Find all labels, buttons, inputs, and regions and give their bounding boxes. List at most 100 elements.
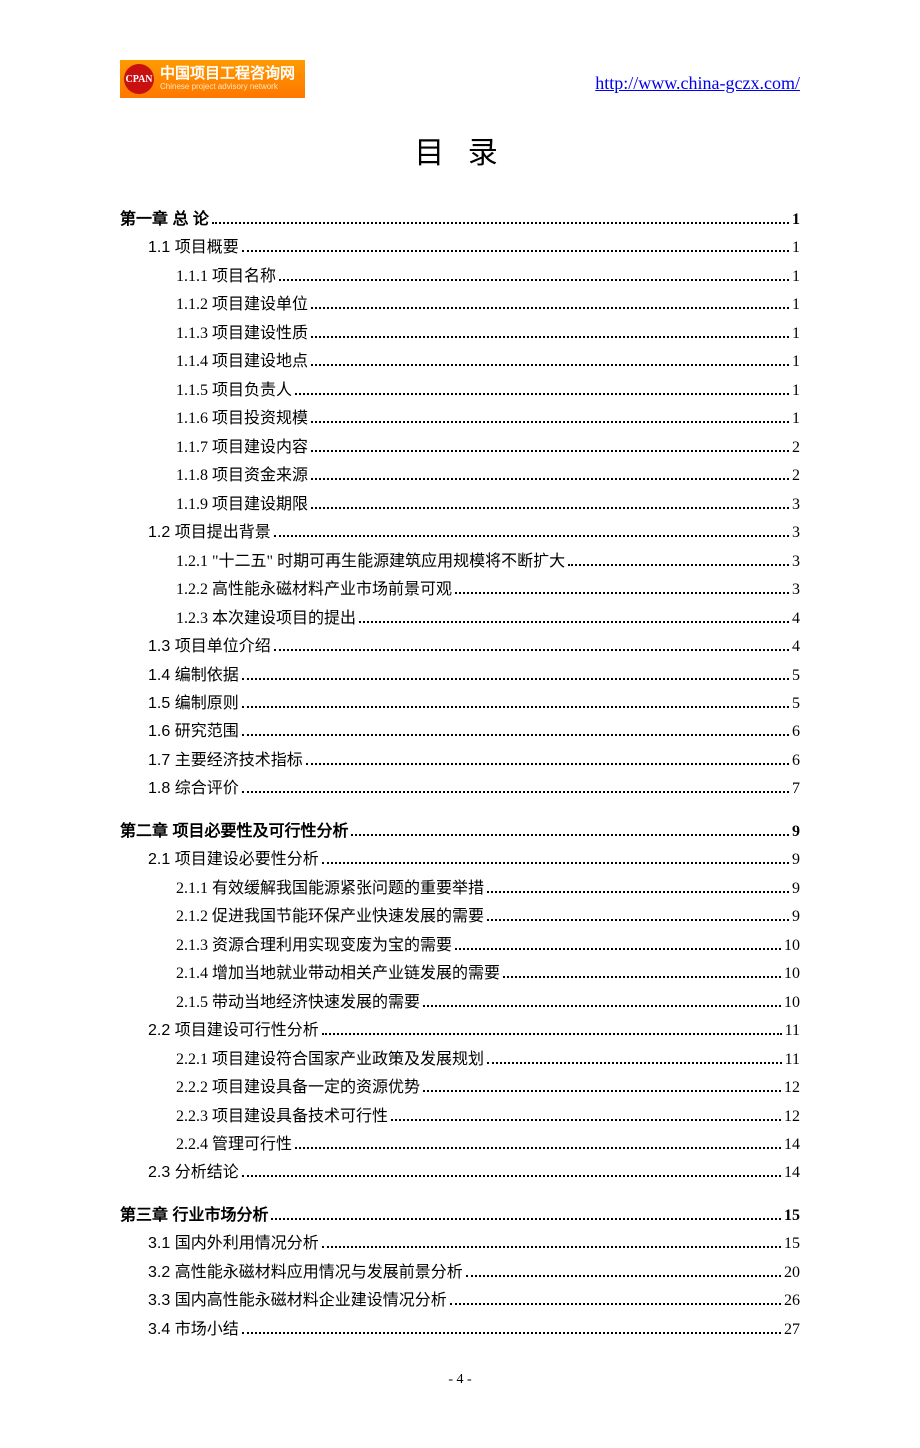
toc-leader-dots — [466, 1264, 781, 1277]
toc-entry-label: 2.2.2 项目建设具备一定的资源优势 — [176, 1074, 420, 1102]
toc-entry-label: 3.4 市场小结 — [148, 1316, 239, 1344]
toc-leader-dots — [311, 439, 789, 452]
toc-entry-page: 9 — [792, 846, 800, 874]
toc-entry-page: 2 — [792, 434, 800, 462]
toc-entry-page: 1 — [792, 348, 800, 376]
toc-entry[interactable]: 2.1.4 增加当地就业带动相关产业链发展的需要10 — [120, 960, 800, 988]
toc-leader-dots — [242, 667, 789, 680]
toc-entry[interactable]: 第三章 行业市场分析15 — [120, 1202, 800, 1230]
toc-leader-dots — [311, 496, 789, 509]
toc-entry[interactable]: 1.2 项目提出背景3 — [120, 519, 800, 547]
table-of-contents: 第一章 总 论11.1 项目概要11.1.1 项目名称11.1.2 项目建设单位… — [120, 206, 800, 1344]
toc-entry[interactable]: 2.1.3 资源合理利用实现变废为宝的需要10 — [120, 932, 800, 960]
toc-entry[interactable]: 1.7 主要经济技术指标6 — [120, 747, 800, 775]
toc-entry[interactable]: 1.1.1 项目名称1 — [120, 263, 800, 291]
toc-entry-label: 1.1.4 项目建设地点 — [176, 348, 308, 376]
toc-entry[interactable]: 2.2.1 项目建设符合国家产业政策及发展规划 11 — [120, 1046, 800, 1074]
toc-entry[interactable]: 1.4 编制依据 5 — [120, 662, 800, 690]
toc-entry-page: 14 — [784, 1131, 800, 1159]
toc-leader-dots — [450, 1293, 781, 1306]
toc-entry-label: 第一章 总 论 — [120, 206, 209, 234]
toc-entry[interactable]: 1.1.5 项目负责人1 — [120, 377, 800, 405]
toc-entry-page: 3 — [792, 576, 800, 604]
toc-entry-label: 1.2.3 本次建设项目的提出 — [176, 605, 356, 633]
toc-leader-dots — [322, 1236, 781, 1249]
toc-leader-dots — [311, 410, 789, 423]
toc-leader-dots — [274, 638, 789, 651]
toc-entry[interactable]: 1.6 研究范围6 — [120, 718, 800, 746]
toc-entry[interactable]: 1.1.2 项目建设单位1 — [120, 291, 800, 319]
toc-entry-page: 5 — [792, 690, 800, 718]
toc-entry[interactable]: 1.8 综合评价7 — [120, 775, 800, 803]
toc-entry-page: 14 — [784, 1159, 800, 1187]
toc-entry[interactable]: 1.1.4 项目建设地点 1 — [120, 348, 800, 376]
toc-entry[interactable]: 1.1.3 项目建设性质1 — [120, 320, 800, 348]
toc-leader-dots — [242, 1165, 781, 1178]
toc-entry[interactable]: 2.3 分析结论14 — [120, 1159, 800, 1187]
toc-leader-dots — [274, 524, 789, 537]
toc-entry[interactable]: 2.1.5 带动当地经济快速发展的需要10 — [120, 989, 800, 1017]
toc-entry-label: 1.1.7 项目建设内容 — [176, 434, 308, 462]
page-header: CPAN 中国项目工程咨询网 Chinese project advisory … — [120, 60, 800, 98]
site-url-link[interactable]: http://www.china-gczx.com/ — [595, 73, 800, 98]
toc-entry-label: 1.4 编制依据 — [148, 662, 239, 690]
toc-entry[interactable]: 1.3 项目单位介绍4 — [120, 633, 800, 661]
toc-entry-page: 5 — [792, 662, 800, 690]
toc-entry-label: 1.5 编制原则 — [148, 690, 239, 718]
toc-entry[interactable]: 1.5 编制原则 5 — [120, 690, 800, 718]
toc-entry-label: 1.1 项目概要 — [148, 234, 239, 262]
toc-entry-page: 1 — [792, 206, 800, 234]
toc-entry-label: 3.2 高性能永磁材料应用情况与发展前景分析 — [148, 1259, 463, 1287]
toc-entry[interactable]: 2.1.1 有效缓解我国能源紧张问题的重要举措9 — [120, 875, 800, 903]
toc-entry-page: 12 — [784, 1074, 800, 1102]
toc-entry-label: 1.1.5 项目负责人 — [176, 377, 292, 405]
toc-entry[interactable]: 1.1.8 项目资金来源2 — [120, 462, 800, 490]
toc-entry[interactable]: 第二章 项目必要性及可行性分析9 — [120, 818, 800, 846]
toc-entry-page: 20 — [784, 1259, 800, 1287]
logo-text: 中国项目工程咨询网 Chinese project advisory netwo… — [160, 66, 295, 91]
toc-entry[interactable]: 3.1 国内外利用情况分析 15 — [120, 1230, 800, 1258]
toc-leader-dots — [423, 1079, 781, 1092]
toc-entry[interactable]: 2.2 项目建设可行性分析 11 — [120, 1017, 800, 1045]
toc-entry-label: 2.1 项目建设必要性分析 — [148, 846, 319, 874]
toc-entry-label: 3.1 国内外利用情况分析 — [148, 1230, 319, 1258]
toc-entry-label: 2.1.4 增加当地就业带动相关产业链发展的需要 — [176, 960, 500, 988]
toc-entry-page: 11 — [785, 1046, 800, 1074]
toc-entry[interactable]: 2.2.3 项目建设具备技术可行性12 — [120, 1103, 800, 1131]
toc-entry[interactable]: 3.2 高性能永磁材料应用情况与发展前景分析 20 — [120, 1259, 800, 1287]
toc-entry-page: 15 — [784, 1202, 800, 1230]
toc-entry-label: 第二章 项目必要性及可行性分析 — [120, 818, 348, 846]
toc-entry-page: 10 — [784, 932, 800, 960]
toc-entry-page: 3 — [792, 519, 800, 547]
toc-entry[interactable]: 2.2.4 管理可行性14 — [120, 1131, 800, 1159]
toc-leader-dots — [311, 354, 789, 367]
toc-entry[interactable]: 1.2.2 高性能永磁材料产业市场前景可观3 — [120, 576, 800, 604]
toc-leader-dots — [455, 581, 789, 594]
toc-entry-label: 2.1.5 带动当地经济快速发展的需要 — [176, 989, 420, 1017]
toc-entry[interactable]: 2.1.2 促进我国节能环保产业快速发展的需要9 — [120, 903, 800, 931]
toc-entry-page: 15 — [784, 1230, 800, 1258]
toc-entry[interactable]: 第一章 总 论 1 — [120, 206, 800, 234]
toc-entry[interactable]: 1.1.7 项目建设内容 2 — [120, 434, 800, 462]
toc-entry-page: 9 — [792, 875, 800, 903]
toc-entry[interactable]: 1.1.9 项目建设期限3 — [120, 491, 800, 519]
toc-entry-page: 3 — [792, 491, 800, 519]
toc-entry[interactable]: 2.2.2 项目建设具备一定的资源优势 12 — [120, 1074, 800, 1102]
toc-entry-page: 1 — [792, 234, 800, 262]
toc-entry[interactable]: 1.1 项目概要 1 — [120, 234, 800, 262]
toc-entry-label: 2.2 项目建设可行性分析 — [148, 1017, 319, 1045]
toc-leader-dots — [455, 937, 781, 950]
toc-entry[interactable]: 1.2.1 "十二五" 时期可再生能源建筑应用规模将不断扩大3 — [120, 548, 800, 576]
toc-entry-label: 1.1.8 项目资金来源 — [176, 462, 308, 490]
toc-entry[interactable]: 1.2.3 本次建设项目的提出4 — [120, 605, 800, 633]
toc-entry[interactable]: 2.1 项目建设必要性分析 9 — [120, 846, 800, 874]
toc-title: 目 录 — [120, 128, 800, 172]
toc-leader-dots — [487, 1051, 782, 1064]
toc-leader-dots — [391, 1108, 781, 1121]
toc-leader-dots — [487, 908, 789, 921]
toc-entry[interactable]: 3.4 市场小结 27 — [120, 1316, 800, 1344]
toc-entry-label: 2.2.1 项目建设符合国家产业政策及发展规划 — [176, 1046, 484, 1074]
toc-entry-page: 27 — [784, 1316, 800, 1344]
toc-entry-page: 11 — [785, 1017, 800, 1045]
toc-entry[interactable]: 1.1.6 项目投资规模1 — [120, 405, 800, 433]
